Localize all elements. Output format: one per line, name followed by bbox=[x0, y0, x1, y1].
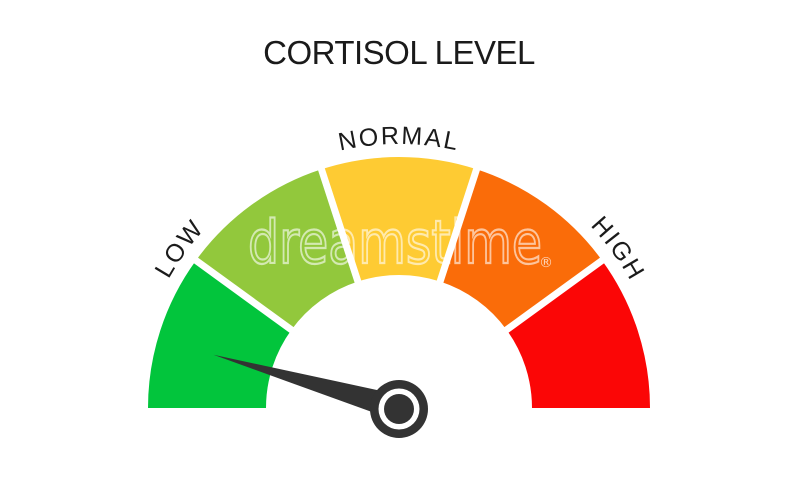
page-title: CORTISOL LEVEL bbox=[263, 34, 535, 71]
watermark-text: dreamstime bbox=[248, 208, 542, 278]
gauge-zone-high bbox=[506, 260, 650, 408]
watermark-registered-icon: ® bbox=[539, 255, 553, 271]
zone-label-normal: NORMAL bbox=[336, 122, 462, 157]
zone-divider bbox=[188, 253, 300, 337]
gauge-zone-dividers bbox=[188, 161, 610, 337]
gauge-zone-normal bbox=[321, 156, 477, 282]
zone-divider bbox=[434, 161, 483, 290]
zone-divider bbox=[315, 161, 364, 290]
zone-divider bbox=[498, 253, 610, 337]
gauge-needle bbox=[213, 354, 428, 438]
needle-hub-center bbox=[384, 394, 414, 424]
needle-pointer bbox=[213, 354, 403, 421]
gauge-zone-low bbox=[148, 260, 292, 408]
